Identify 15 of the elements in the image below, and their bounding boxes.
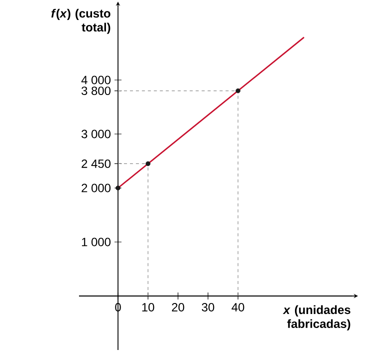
y-tick-label: 2 450: [82, 159, 111, 168]
y-tick-label: 1 000: [82, 238, 111, 246]
x-tick-label: 10: [142, 303, 154, 312]
y-axis-title: f(x) (custo total): [51, 8, 110, 34]
x-tick-label: 20: [172, 303, 184, 312]
point: [236, 88, 240, 94]
x-tick-label: 40: [232, 303, 244, 312]
point: [116, 186, 120, 190]
x-tick-label: 30: [202, 303, 214, 312]
y-tick-label: 2 000: [82, 184, 111, 192]
y-tick-label: 3 800: [82, 86, 111, 96]
y-tick-label: 3 000: [82, 130, 111, 138]
x-axis-title: x (unidades fabricadas): [282, 305, 350, 330]
point: [146, 161, 150, 166]
y-tick-label: 4 000: [81, 76, 111, 84]
